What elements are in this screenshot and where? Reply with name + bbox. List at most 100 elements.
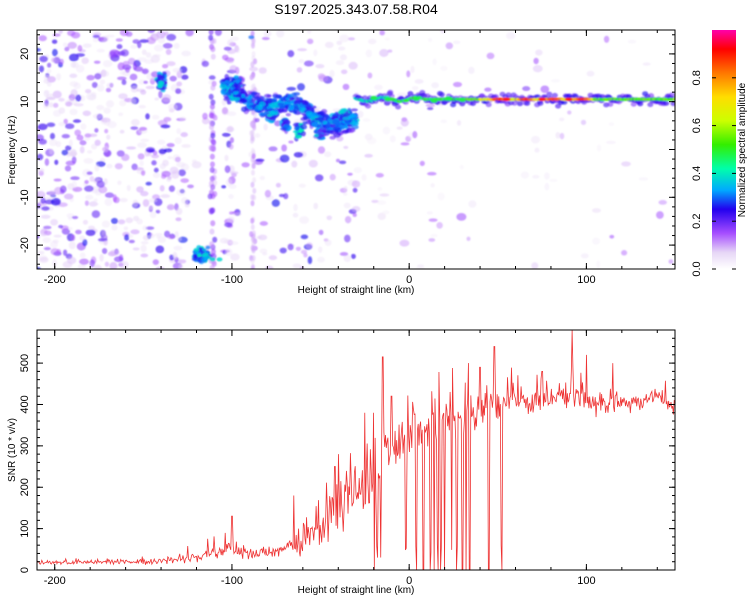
spectrogram-cell [324,41,334,49]
spectrogram-cell [279,247,287,254]
spectrogram-cell [230,253,240,261]
spectrogram-cell [132,39,140,44]
spectrogram-cell [52,102,59,108]
spectrogram-cell [130,85,139,93]
spectrogram-cell [147,149,153,153]
spectrogram-cell [288,97,295,101]
spectrogram-cell [101,248,108,254]
spectrogram-cell [167,234,176,240]
spectrogram-cell [179,66,188,74]
spectrogram-cell [538,97,547,101]
colorbar-tick-label: 0.6 [691,118,703,133]
spectrogram-cell [502,97,511,101]
spectrogram-cell [329,173,336,181]
spectrogram-cell [132,62,138,71]
spectrogram-cell [96,84,105,92]
spectrogram-cell [663,100,670,106]
spectrogram-cell [153,54,162,58]
spectrogram-cell [117,180,122,186]
spectrogram-cell [53,234,62,238]
spectrogram-cell [86,150,93,154]
spectrogram-cell [85,194,94,200]
spectrogram-cell [121,79,127,86]
spectrogram-cell [250,84,255,91]
spectrogram-cell [141,68,149,75]
spectrogram-cell [83,157,94,164]
spectrogram-cell [149,205,154,210]
spectrogram-cell [137,142,147,148]
colorbar-tick-label: 0.4 [691,166,703,181]
spectrogram-cell [187,184,194,189]
spectrogram-cell [72,119,82,123]
spectrogram-cell [210,132,216,139]
spectrogram-cell [642,62,651,66]
spectrogram-cell [163,148,173,153]
spectrogram-cell [436,222,443,229]
spectrogram-cell [99,253,104,262]
spectrogram-cell [411,86,419,91]
spectrogram-cell [157,73,162,78]
spectrogram-cell [343,185,348,192]
spectrogram-cell [297,83,305,91]
spectrogram-cell [233,75,239,80]
spectrogram-cell [142,234,150,241]
spectrogram-cell [379,193,390,197]
spectrogram-cell [317,111,325,115]
spectrogram-cell [103,239,108,246]
spectrogram-cell [54,159,59,165]
spectrogram-cell [191,256,197,261]
spectrogram-cell [125,67,130,73]
spectrogram-cell [56,249,62,255]
spectrogram-cell [300,123,308,130]
spectrogram-cell [63,193,74,200]
spectrogram-cell [348,61,358,70]
spectrogram-cell [484,87,492,92]
spectrogram-cell [142,225,148,231]
spectrogram-cell [430,98,438,103]
spectrogram-cell [305,242,313,249]
spectrogram-cell [251,136,256,143]
spectrogram-cell [277,109,283,114]
spectrogram-cell [388,93,395,99]
spectrogram-cell [329,129,336,135]
spectrogram-cell [106,163,113,169]
spectrogram-cell [532,65,543,73]
spectrogram-cell [276,94,282,99]
spectrogram-cell [68,226,73,231]
spectrogram-cell [330,123,336,128]
spectrogram-cell [62,261,73,269]
spectrogram-cell [104,261,110,267]
spectrogram-cell [227,39,234,47]
snr-series-line [37,330,675,570]
spectrogram-cell [40,197,46,204]
spectrogram-cell [293,105,299,112]
spectrogram-cell [152,259,159,265]
spectrogram-cell [417,264,425,268]
spectrogram-cell [596,260,601,268]
spectrogram-cell [226,125,234,133]
spectrogram-cell [88,225,95,230]
spectrogram-cell [94,164,100,172]
spectrogram-cell [279,105,285,109]
spectrogram-cell [264,189,272,198]
spectrogram-cell [116,76,127,81]
spectrogram-cell [247,94,253,100]
spectrogram-cell [459,101,466,107]
spectrogram-cell [43,225,52,230]
spectrogram-cell [342,83,350,91]
spectrogram-cell [232,88,238,93]
spectrogram-cell [283,119,291,126]
spectrogram-cell [38,65,45,73]
spectrogram-cell [128,234,134,238]
spectrogram-cell [250,30,255,37]
snr-xtick-label: -200 [44,575,66,587]
spectrogram-cell [39,189,44,197]
spectrogram-cell [252,177,257,184]
spectrogram-cell [379,30,385,36]
spectrogram-cell [350,108,358,112]
spectrogram-cell [69,73,78,79]
spectrogram-cell [533,57,539,65]
spectrogram-cell [209,257,216,262]
spectrogram-cell [219,237,229,244]
spectrogram-cell [407,91,414,97]
